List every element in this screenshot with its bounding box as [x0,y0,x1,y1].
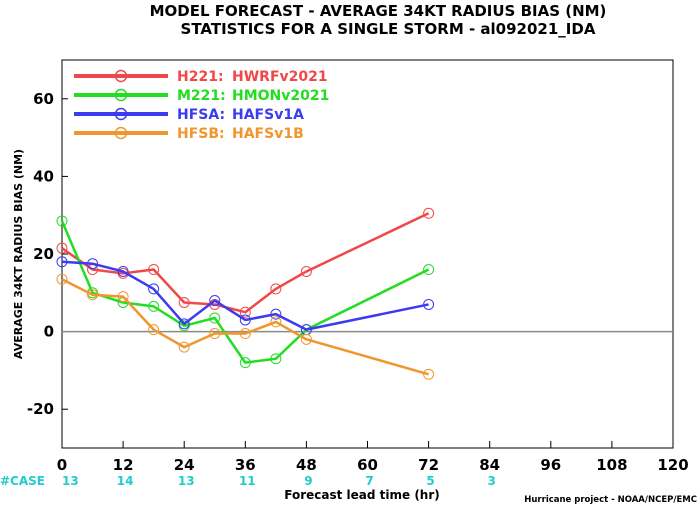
case-count: 13 [62,474,79,488]
legend-name: HAFSv1B [232,126,304,142]
data-point [117,291,129,303]
data-point [239,306,251,318]
series-line [61,212,430,314]
legend-name: HWRFv2021 [232,69,328,85]
legend-name: HAFSv1A [232,107,304,123]
x-axis-label: Forecast lead time (hr) [284,488,440,502]
data-point [239,328,251,340]
legend-model: HFSB: [177,126,225,142]
data-point [56,215,68,227]
data-point [117,265,129,277]
data-point [148,300,160,312]
data-point [87,258,99,270]
x-tick-label: 60 [357,456,378,474]
x-tick-label: 12 [113,456,134,474]
legend-marker [114,126,128,140]
case-count: 13 [178,474,195,488]
data-point [239,357,251,369]
series-line [61,278,429,376]
data-point [148,324,160,336]
case-label: #CASE [0,474,45,488]
x-tick-label: 84 [479,456,500,474]
data-point [423,298,435,310]
data-point [423,207,435,219]
data-point [56,242,68,254]
data-point [209,295,221,307]
series-layer [56,207,435,380]
data-point [148,283,160,295]
x-tick-label: 24 [174,456,195,474]
case-count: 14 [117,474,134,488]
case-count: 3 [488,474,496,488]
chart-subtitle: STATISTICS FOR A SINGLE STORM - al092021… [181,20,596,38]
legend-model: HFSA: [177,107,225,123]
x-tick-label: 120 [657,456,688,474]
series-HAFSv1B [56,273,435,380]
legend-marker [114,107,128,121]
x-tick-label: 48 [296,456,317,474]
legend-model: M221: [177,88,226,104]
x-tick-label: 0 [57,456,67,474]
data-point [178,297,190,308]
x-axis: 0 12 24 36 48 60 72 84 96 108 120 [57,441,689,474]
legend-item: HFSB: HAFSv1B [74,126,304,142]
data-point [270,283,282,295]
data-point [270,308,282,320]
data-point [209,328,221,340]
case-count: 7 [365,474,373,488]
legend-item: M221: HMONv2021 [74,88,329,104]
legend-model: H221: [177,69,224,85]
data-point [300,333,312,345]
y-axis-label: AVERAGE 34KT RADIUS BIAS (NM) [12,149,25,359]
x-tick-label: 108 [596,456,627,474]
data-point [56,273,68,285]
x-tick-label: 36 [235,456,256,474]
chart-title: MODEL FORECAST - AVERAGE 34KT RADIUS BIA… [150,2,607,20]
legend: H221: HWRFv2021 M221: HMONv2021 HFSA: HAFSv1A… [74,69,329,142]
x-tick-label: 72 [418,456,439,474]
y-tick-label: -20 [27,400,54,418]
y-tick-label: 60 [33,90,54,108]
data-point [178,341,190,353]
y-tick-label: 20 [33,245,54,263]
x-tick-label: 96 [540,456,561,474]
legend-name: HMONv2021 [232,88,329,104]
y-axis: 60 40 20 0 -20 [27,90,68,418]
legend-item: HFSA: HAFSv1A [74,107,304,123]
credit-text: Hurricane project - NOAA/NCEP/EMC [524,495,697,505]
data-point [270,316,282,328]
data-point [239,314,251,326]
plot-frame [61,59,674,449]
series-line [61,260,429,331]
legend-marker [114,88,128,102]
legend-item: H221: HWRFv2021 [74,69,328,85]
data-point [56,256,68,268]
legend-marker [114,69,128,83]
series-HWRFv2021 [56,207,435,318]
case-counts: 13 14 13 11 9 7 5 3 [62,474,496,488]
case-count: 9 [304,474,312,488]
data-point [300,265,312,277]
data-point [209,312,221,324]
y-tick-label: 40 [33,167,54,185]
data-point [178,318,190,330]
data-point [148,264,160,276]
y-tick-label: 0 [44,323,54,341]
data-point [87,289,99,301]
data-point [270,353,282,365]
series-line [60,220,430,364]
series-HAFSv1A [56,256,435,336]
case-count: 11 [239,474,256,488]
case-count: 5 [426,474,434,488]
data-point [423,264,435,276]
data-point [423,368,435,380]
